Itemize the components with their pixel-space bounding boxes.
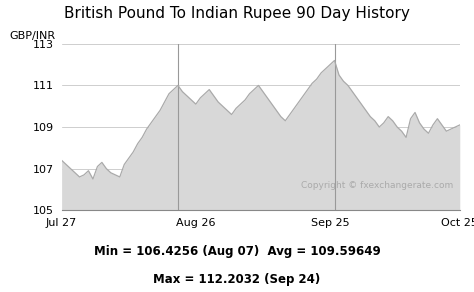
Text: British Pound To Indian Rupee 90 Day History: British Pound To Indian Rupee 90 Day His…: [64, 6, 410, 21]
Text: GBP/INR: GBP/INR: [9, 31, 55, 41]
Text: Min = 106.4256 (Aug 07)  Avg = 109.59649: Min = 106.4256 (Aug 07) Avg = 109.59649: [94, 245, 380, 258]
Text: Max = 112.2032 (Sep 24): Max = 112.2032 (Sep 24): [154, 273, 320, 286]
Text: Copyright © fxexchangerate.com: Copyright © fxexchangerate.com: [301, 181, 453, 190]
